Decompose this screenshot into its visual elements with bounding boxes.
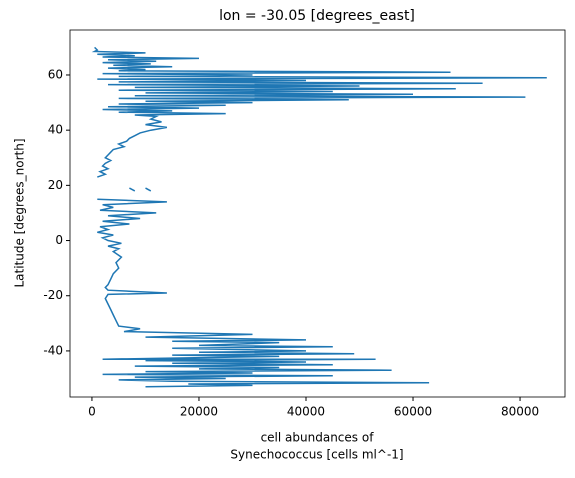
y-tick-label: 20 [48,178,63,192]
plot-frame [69,29,566,398]
x-tick-label: 60000 [394,405,432,419]
x-tick-label: 20000 [180,405,218,419]
y-tick-label: 40 [48,123,63,137]
x-tick-label: 0 [88,405,96,419]
y-tick-label: -20 [43,288,63,302]
y-axis-label: Latitude [degrees_north] [13,138,27,287]
chart-title: lon = -30.05 [degrees_east] [219,8,415,24]
x-tick-label: 40000 [287,405,325,419]
x-axis-label: Synechococcus [cells ml^-1] [230,448,403,462]
data-line [91,46,547,388]
y-tick-label: 0 [55,233,63,247]
x-axis-label: cell abundances of [261,431,375,445]
x-tick-label: 80000 [501,405,539,419]
y-tick-label: 60 [48,67,63,81]
y-tick-label: -40 [43,343,63,357]
